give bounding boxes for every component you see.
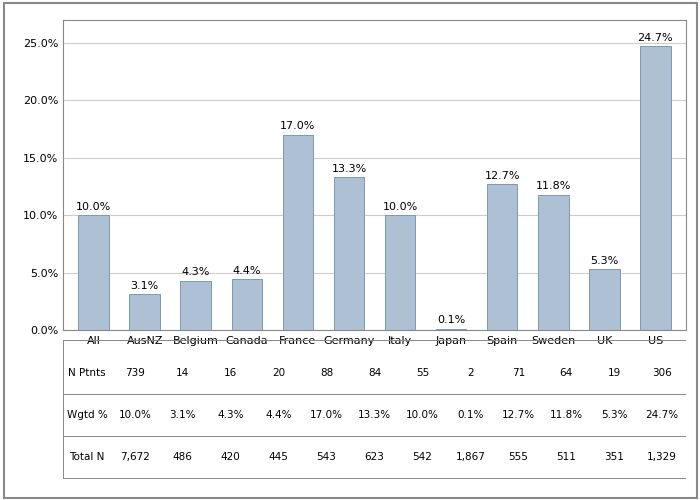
Text: 14: 14	[176, 368, 190, 378]
Bar	[181, 280, 211, 330]
Text: 11.8%: 11.8%	[550, 410, 583, 420]
Text: 4.4%: 4.4%	[232, 266, 261, 276]
Text: 1,329: 1,329	[647, 452, 677, 462]
Text: 88: 88	[320, 368, 333, 378]
Text: 543: 543	[316, 452, 337, 462]
Text: 4.3%: 4.3%	[181, 267, 210, 277]
Bar	[486, 184, 517, 330]
Text: 445: 445	[269, 452, 288, 462]
Text: 20: 20	[272, 368, 285, 378]
Text: 5.3%: 5.3%	[590, 256, 618, 266]
Text: 0.1%: 0.1%	[457, 410, 484, 420]
Text: 64: 64	[559, 368, 573, 378]
Text: 739: 739	[125, 368, 145, 378]
Text: 10.0%: 10.0%	[406, 410, 439, 420]
Text: 55: 55	[416, 368, 429, 378]
Text: 351: 351	[604, 452, 624, 462]
Text: 555: 555	[508, 452, 528, 462]
Text: 10.0%: 10.0%	[118, 410, 151, 420]
Text: 5.3%: 5.3%	[601, 410, 627, 420]
Bar	[232, 280, 262, 330]
Text: 17.0%: 17.0%	[280, 122, 316, 132]
Text: 71: 71	[512, 368, 525, 378]
Bar	[385, 215, 415, 330]
Bar	[78, 215, 109, 330]
Text: 306: 306	[652, 368, 672, 378]
Text: 3.1%: 3.1%	[169, 410, 196, 420]
Text: 7,672: 7,672	[120, 452, 150, 462]
Bar	[436, 329, 466, 330]
Text: 12.7%: 12.7%	[502, 410, 535, 420]
Text: 1,867: 1,867	[456, 452, 485, 462]
Text: 24.7%: 24.7%	[638, 33, 673, 43]
Text: 4.3%: 4.3%	[218, 410, 244, 420]
Text: 623: 623	[365, 452, 384, 462]
Text: Total N: Total N	[69, 452, 104, 462]
Text: 13.3%: 13.3%	[331, 164, 367, 174]
Text: 2: 2	[467, 368, 474, 378]
Text: 486: 486	[173, 452, 193, 462]
Bar	[640, 46, 671, 330]
Bar	[130, 294, 160, 330]
Text: Wgtd %: Wgtd %	[66, 410, 107, 420]
Text: N Ptnts: N Ptnts	[68, 368, 106, 378]
Text: 420: 420	[221, 452, 241, 462]
Text: 17.0%: 17.0%	[310, 410, 343, 420]
Text: 84: 84	[368, 368, 381, 378]
Text: 0.1%: 0.1%	[437, 316, 466, 326]
Text: 10.0%: 10.0%	[382, 202, 418, 211]
Text: 11.8%: 11.8%	[536, 181, 571, 191]
Text: 12.7%: 12.7%	[484, 170, 520, 180]
Text: 4.4%: 4.4%	[265, 410, 292, 420]
Text: 13.3%: 13.3%	[358, 410, 391, 420]
Text: 542: 542	[412, 452, 433, 462]
Text: 10.0%: 10.0%	[76, 202, 111, 211]
Text: 24.7%: 24.7%	[645, 410, 678, 420]
Bar	[589, 269, 620, 330]
Bar	[334, 178, 364, 330]
Text: 16: 16	[224, 368, 237, 378]
Text: 19: 19	[608, 368, 621, 378]
Bar	[283, 135, 313, 330]
Text: 511: 511	[556, 452, 576, 462]
Text: 3.1%: 3.1%	[131, 281, 159, 291]
Bar	[538, 194, 568, 330]
